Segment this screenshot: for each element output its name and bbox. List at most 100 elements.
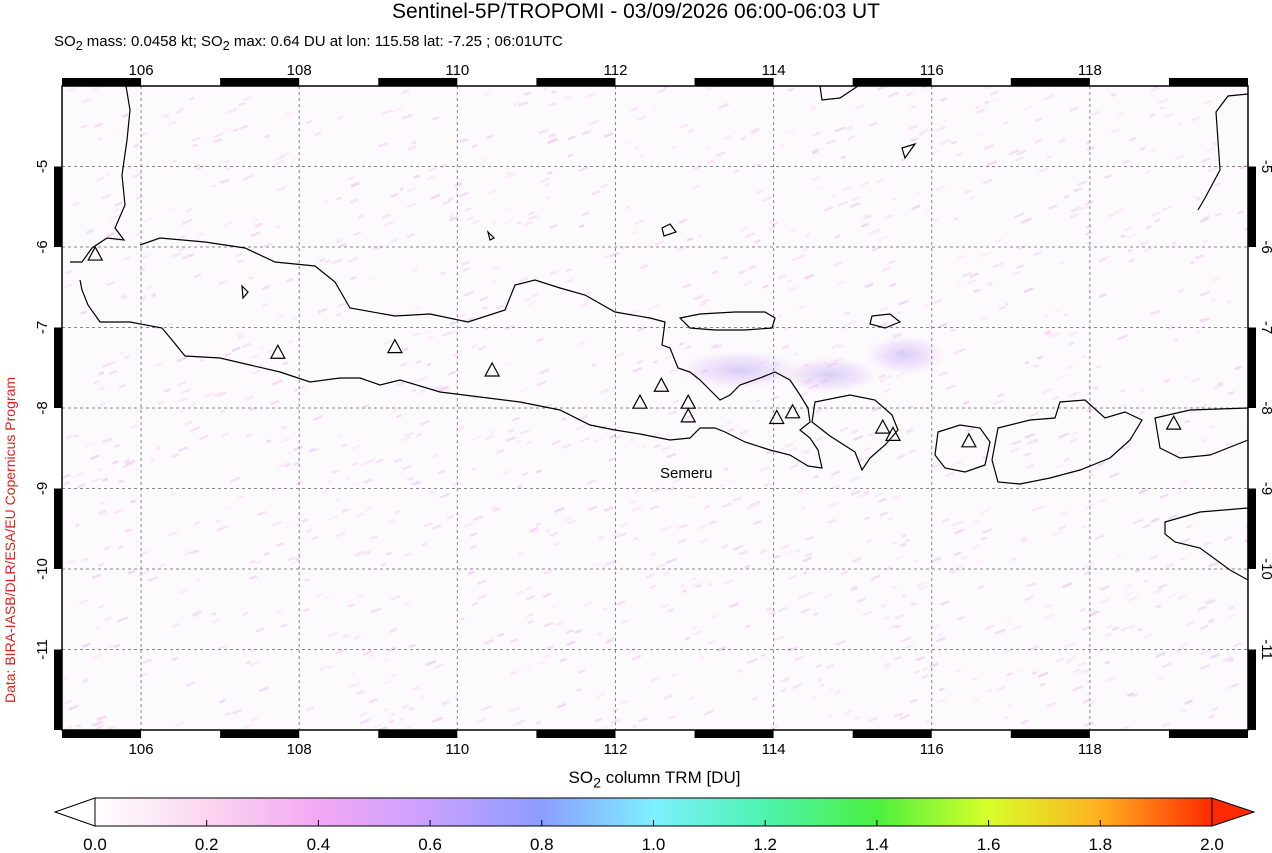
axis-tick-labels: 106 106 108 108 110 110 112 112 114 114 116 116 118 1…	[34, 62, 1272, 758]
colorbar-max-arrow	[1211, 797, 1256, 827]
coastline-sulawesi	[1197, 93, 1248, 211]
lat-tick-label-left: -11	[34, 639, 51, 660]
volcano-markers	[87, 245, 1182, 448]
frame-bar-bottom	[536, 730, 616, 738]
lon-tick-label-top: 114	[762, 62, 786, 79]
lon-tick-label-bottom: 114	[762, 741, 786, 758]
lat-tick-label-left: -10	[34, 558, 51, 580]
volcano-marker	[784, 403, 801, 419]
frame-bar-right	[1248, 327, 1256, 408]
coastline-islet	[486, 230, 496, 241]
coastline-bali	[811, 394, 899, 472]
coastline-islet	[901, 142, 917, 160]
lat-tick-label-right: -7	[1258, 321, 1272, 334]
summary-subscript: 2	[222, 39, 230, 53]
volcano-marker	[631, 393, 648, 409]
lat-tick-label-right: -8	[1258, 401, 1272, 414]
lon-tick-label-top: 118	[1078, 62, 1102, 79]
page-title: Sentinel-5P/TROPOMI - 03/09/2026 06:00-0…	[392, 0, 880, 23]
summary-part: mass: 0.0458 kt; SO	[82, 33, 223, 50]
colorbar-title: SO2 column TRM [DU]	[0, 768, 1272, 791]
frame-bar-top	[378, 78, 458, 86]
volcano-marker	[1165, 414, 1182, 430]
frame-bar-bottom	[1168, 730, 1248, 738]
frame-bar-bottom	[694, 730, 774, 738]
volcano-marker	[768, 409, 785, 425]
lon-tick-label-bottom: 112	[604, 741, 628, 758]
frame-bar-top	[1168, 78, 1248, 86]
colorbar-tick-label: 1.0	[642, 835, 666, 853]
frame-bar-top	[694, 78, 774, 86]
colorbar: 0.0 0.2 0.4 0.6 0.8 1.0 1.2 1.4 1.6 1.8 2.0	[53, 797, 1256, 853]
volcano-marker	[484, 361, 501, 377]
volcano-marker	[960, 432, 977, 448]
lat-tick-label-left: -5	[34, 160, 51, 173]
frame-bar-top	[1010, 78, 1090, 86]
volcano-marker	[874, 418, 891, 434]
colorbar-tick-label: 1.6	[977, 835, 1001, 853]
colorbar-min-arrow	[53, 797, 96, 827]
frame-bar-bottom	[220, 730, 300, 738]
lon-tick-label-bottom: 108	[287, 741, 312, 758]
colorbar-ticks: 0.0 0.2 0.4 0.6 0.8 1.0 1.2 1.4 1.6 1.8 2.0	[83, 820, 1224, 853]
summary-part: SO	[54, 33, 76, 50]
lat-tick-label-right: -11	[1258, 639, 1272, 660]
frame-bar-right	[1248, 649, 1256, 730]
coastline-lombok	[934, 424, 991, 473]
coastline-java	[79, 237, 823, 469]
lon-tick-label-bottom: 110	[445, 741, 469, 758]
colorbar-tick-label: 1.4	[865, 835, 889, 853]
map-panel: Semeru 106 106 108 108 110 110 112 112 114 114 116…	[34, 62, 1272, 758]
coastline-islet	[241, 284, 249, 300]
so2-plume	[670, 333, 950, 395]
volcano-marker	[386, 338, 403, 354]
coastline-sumatra	[70, 86, 131, 263]
lon-tick-label-top: 116	[920, 62, 944, 79]
lat-tick-label-left: -9	[34, 482, 51, 495]
colorbar-tick-label: 1.8	[1088, 835, 1112, 853]
lat-tick-label-right: -10	[1258, 558, 1272, 580]
colorbar-tick-label: 0.0	[83, 835, 107, 853]
coastline-flores	[1154, 407, 1248, 459]
colorbar-tick-label: 2.0	[1200, 835, 1224, 853]
frame-bar-top	[852, 78, 932, 86]
frame-bar-top	[536, 78, 616, 86]
lat-tick-label-left: -6	[34, 240, 51, 253]
lon-tick-label-top: 112	[604, 62, 628, 79]
frame-bar-bottom	[1010, 730, 1090, 738]
volcano-marker	[680, 407, 697, 423]
summary-subscript: 2	[75, 39, 83, 53]
volcano-marker	[653, 376, 670, 392]
lat-tick-label-right: -6	[1258, 240, 1272, 253]
map-background	[62, 86, 1248, 730]
coastline-kangean	[869, 313, 902, 329]
volcano-marker	[884, 426, 901, 441]
colorbar-title-subscript: 2	[593, 775, 601, 792]
lon-tick-label-bottom: 116	[920, 741, 944, 758]
lon-tick-label-top: 110	[445, 62, 469, 79]
coastline-sumbawa	[991, 399, 1143, 485]
lon-tick-label-bottom: 106	[129, 741, 154, 758]
lat-tick-label-left: -8	[34, 401, 51, 414]
lat-tick-label-right: -5	[1258, 160, 1272, 173]
lat-tick-label-right: -9	[1258, 482, 1272, 495]
coastline-bawean	[661, 223, 677, 237]
volcano-marker	[87, 245, 104, 261]
frame-bar-top	[220, 78, 300, 86]
frame-scale-bars	[54, 78, 1256, 738]
colorbar-tick-label: 1.2	[753, 835, 777, 853]
colorbar-tick-label: 0.2	[195, 835, 219, 853]
frame-bar-left	[54, 649, 62, 730]
frame-bar-right	[1248, 166, 1256, 247]
graticule	[62, 86, 1248, 730]
summary-part: max: 0.64 DU at lon: 115.58 lat: -7.25 ;…	[229, 33, 563, 50]
coastline-borneo	[819, 86, 859, 101]
so2-summary: SO2 mass: 0.0458 kt; SO2 max: 0.64 DU at…	[54, 33, 563, 55]
frame-bar-left	[54, 166, 62, 247]
frame-bar-bottom	[62, 730, 142, 738]
lon-tick-label-bottom: 118	[1078, 741, 1102, 758]
frame-bar-bottom	[378, 730, 458, 738]
volcano-label-semeru: Semeru	[660, 465, 713, 482]
volcano-marker	[269, 343, 286, 359]
lon-tick-label-top: 108	[287, 62, 312, 79]
